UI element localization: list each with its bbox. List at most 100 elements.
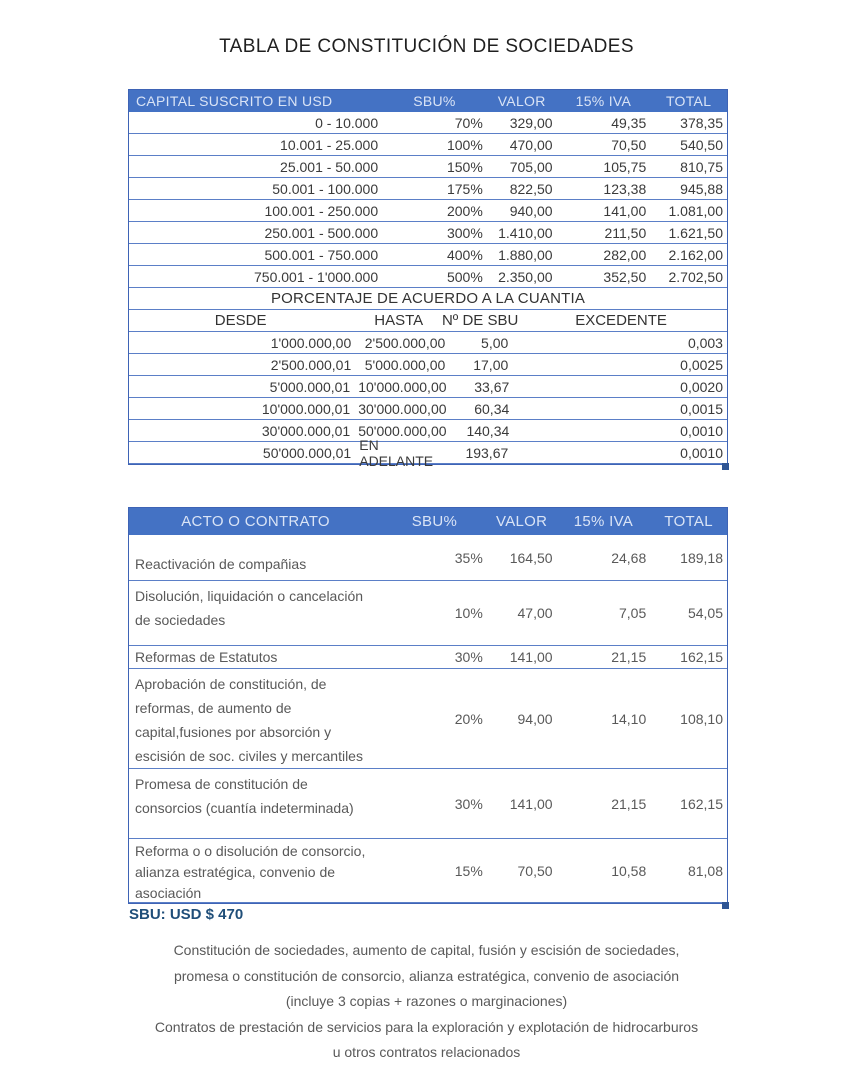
table-cell: 25.001 - 50.000: [280, 158, 379, 175]
table-cell: 193,67: [465, 444, 509, 461]
table-row: 5'000.000,01 10'000.000,00 33,67 0,0020: [129, 376, 727, 398]
table-cell: 17,00: [473, 356, 509, 373]
table-cell: 10.001 - 25.000: [280, 136, 379, 153]
table-cell: 329,00: [509, 114, 553, 131]
header-cell: 15% IVA: [575, 93, 632, 109]
table-cell: 200%: [446, 202, 483, 219]
table-cell: 400%: [446, 246, 483, 263]
table-header-row: CAPITAL SUSCRITO EN USD SBU% VALOR 15% I…: [129, 90, 727, 112]
table-cell: 0,0010: [680, 444, 723, 461]
table-row: Aprobación de constitución, de reformas,…: [129, 669, 727, 769]
footer-line: Constitución de sociedades, aumento de c…: [173, 942, 680, 958]
table-row: 50.001 - 100.000 175% 822,50 123,38 945,…: [129, 178, 727, 200]
table-row: 10.001 - 25.000 100% 470,00 70,50 540,50: [129, 134, 727, 156]
table-row: 10'000.000,01 30'000.000,00 60,34 0,0015: [129, 398, 727, 420]
table-cell: EN ADELANTE: [359, 436, 434, 469]
table-cell: 10%: [454, 605, 483, 621]
subheader-cell: DESDE: [214, 312, 267, 329]
header-cell: VALOR: [496, 513, 548, 530]
table-cell: 705,00: [509, 158, 553, 175]
table-cell: 1.621,50: [668, 224, 724, 241]
table-cell: 282,00: [603, 246, 647, 263]
table-cell: 70%: [454, 114, 483, 131]
table-row: 100.001 - 250.000 200% 940,00 141,00 1.0…: [129, 200, 727, 222]
table-cell: 2.162,00: [668, 246, 724, 263]
table-cell: 0,003: [687, 334, 723, 351]
table-cell: 378,35: [680, 114, 723, 131]
table-row: 30'000.000,01 50'000.000,00 140,34 0,001…: [129, 420, 727, 442]
subheader-cell: Nº DE SBU: [441, 312, 519, 329]
table-cell: 5,00: [481, 334, 509, 351]
table-cell: 1.410,00: [498, 224, 553, 241]
table-cell: 47,00: [517, 605, 553, 621]
footer-line: Contratos de prestación de servicios par…: [154, 1018, 699, 1035]
table-cell: 20%: [454, 710, 483, 727]
table-cell: 2.702,50: [668, 268, 724, 285]
table-cell: 141,00: [509, 649, 553, 665]
table-cell: 164,50: [509, 549, 553, 566]
table-cell: 100%: [446, 136, 483, 153]
table-cell: 30%: [454, 795, 483, 812]
header-cell: SBU%: [413, 93, 456, 109]
table-row: Reforma o o disolución de consorcio, ali…: [129, 839, 727, 903]
row-label: Promesa de constitución de consorcios (c…: [135, 776, 354, 816]
table-cell: 50'000.000,00: [358, 422, 447, 439]
table-cell: 141,00: [509, 795, 553, 812]
section-title: PORCENTAJE DE ACUERDO A LA CUANTIA: [270, 290, 586, 307]
table-cell: 945,88: [680, 180, 723, 197]
table-cell: 0,0025: [680, 356, 723, 373]
table-cell: 30'000.000,00: [358, 400, 447, 417]
row-label: Aprobación de constitución, de reformas,…: [135, 676, 363, 764]
table-cell: 1.880,00: [498, 246, 553, 263]
table-cell: 108,10: [680, 710, 723, 727]
table-cell: 105,75: [603, 158, 647, 175]
table-cell: 810,75: [680, 158, 723, 175]
table-cell: 189,18: [680, 549, 723, 566]
table-cell: 352,50: [603, 268, 647, 285]
table-cell: 94,00: [517, 710, 553, 727]
table-cell: 33,67: [474, 378, 510, 395]
table-cell: 35%: [454, 549, 483, 566]
table-cell: 60,34: [474, 400, 510, 417]
header-cell: ACTO O CONTRATO: [181, 513, 330, 530]
table-cell: 2'500.000,01: [270, 356, 352, 373]
table-cell: 123,38: [603, 180, 647, 197]
table-cell: 50.001 - 100.000: [272, 180, 379, 197]
table-cell: 211,50: [604, 224, 647, 241]
corner-marker-icon: [722, 463, 729, 470]
table-header-row: ACTO O CONTRATO SBU% VALOR 15% IVA TOTAL: [129, 508, 727, 535]
table-cell: 141,00: [603, 202, 647, 219]
table-cell: 0,0010: [680, 422, 723, 439]
table-cell: 14,10: [611, 710, 647, 727]
acts-table: ACTO O CONTRATO SBU% VALOR 15% IVA TOTAL…: [128, 507, 729, 909]
table-row: 50'000.000,01 EN ADELANTE 193,67 0,0010: [129, 436, 727, 469]
table-cell: 2'500.000,00: [364, 334, 446, 351]
table-cell: 10'000.000,00: [358, 378, 447, 395]
table-row: 0 - 10.000 70% 329,00 49,35 378,35: [129, 112, 727, 134]
table-cell: 70,50: [611, 136, 647, 153]
header-cell: SBU%: [411, 513, 458, 530]
table-cell: 7,05: [619, 605, 647, 621]
corner-marker-icon: [722, 902, 729, 909]
table-cell: 822,50: [509, 180, 553, 197]
table-cell: 15%: [454, 862, 483, 879]
table-cell: 50'000.000,01: [262, 444, 352, 461]
table-row: Reactivación de compañias 35% 164,50 24,…: [129, 535, 727, 581]
table-row: Reformas de Estatutos 30% 141,00 21,15 1…: [129, 646, 727, 669]
row-label: Disolución, liquidación o cancelación de…: [135, 588, 364, 628]
section-title-row: PORCENTAJE DE ACUERDO A LA CUANTIA: [129, 288, 727, 310]
table-cell: 500.001 - 750.000: [264, 246, 379, 263]
table-cell: 21,15: [611, 649, 647, 665]
table-row: 1'000.000,00 2'500.000,00 5,00 0,003: [129, 332, 727, 354]
table-cell: 175%: [446, 180, 483, 197]
table-row: Disolución, liquidación o cancelación de…: [129, 581, 727, 646]
subheader-row: DESDE HASTA Nº DE SBU EXCEDENTE: [129, 310, 727, 332]
table-cell: 0,0020: [680, 378, 723, 395]
table-row: 25.001 - 50.000 150% 705,00 105,75 810,7…: [129, 156, 727, 178]
table-cell: 10,58: [611, 862, 647, 879]
table-cell: 2.350,00: [498, 268, 553, 285]
table-cell: 300%: [446, 224, 483, 241]
header-cell: TOTAL: [665, 93, 712, 109]
footer-line: u otros contratos relacionados: [332, 1044, 521, 1060]
table-row: 2'500.000,01 5'000.000,00 17,00 0,0025: [129, 354, 727, 376]
